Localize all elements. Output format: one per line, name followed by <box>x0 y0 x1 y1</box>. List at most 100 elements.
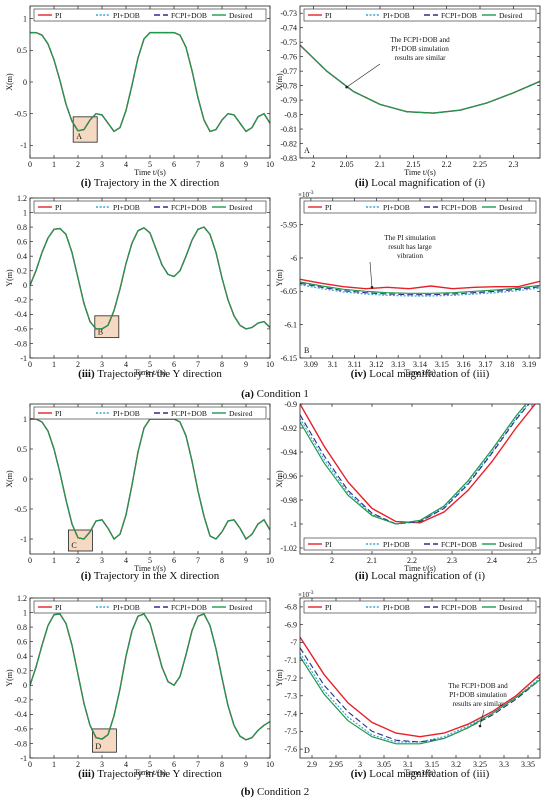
plot-frame <box>29 403 271 555</box>
x-tick-label: 1 <box>52 160 56 169</box>
legend-label: Desired <box>229 603 253 612</box>
y-tick-label: -7 <box>290 638 297 647</box>
legend-box <box>303 200 537 214</box>
legend-label: PI <box>55 409 62 418</box>
annotation-text: results are similar <box>452 700 504 708</box>
legend-box <box>33 200 267 214</box>
legend-label: FCPI+DOB <box>171 11 207 20</box>
x-tick-label: 9 <box>244 556 248 565</box>
series-group <box>30 226 270 330</box>
plot-frame <box>299 403 541 555</box>
annotation-text: vibration <box>397 252 423 260</box>
y-tick-label: -6.15 <box>280 354 297 363</box>
y-tick-label: -6.05 <box>280 287 297 296</box>
y-tick-label: -0.8 <box>284 110 297 119</box>
series-line-pi <box>30 226 270 330</box>
x-tick-label: 2.3 <box>508 160 518 169</box>
legend-label: FCPI+DOB <box>441 203 477 212</box>
plot-frame <box>299 197 541 359</box>
y-tick-label: -0.73 <box>280 9 297 18</box>
annotation-arrow <box>479 709 485 727</box>
x-tick-label: 2.1 <box>375 160 385 169</box>
caption-c1-iv: (iv) Local magnification of (iii) <box>350 368 490 380</box>
series-group <box>300 636 540 745</box>
y-tick-label: 0.4 <box>17 652 27 661</box>
legend-label: Desired <box>229 203 253 212</box>
x-tick-label: 4 <box>124 760 128 769</box>
legend-box <box>303 537 537 551</box>
x-tick-label: 2 <box>330 556 334 565</box>
plot-frame <box>299 5 541 159</box>
x-tick-label: 3.1 <box>403 760 413 769</box>
y-tick-label: -0.8 <box>14 339 27 348</box>
x-tick-label: 2.2 <box>442 160 452 169</box>
y-tick-label: -0.74 <box>280 24 297 33</box>
y-tick-label: -0.9 <box>284 400 297 409</box>
annotation-arrowhead <box>478 724 482 728</box>
x-tick-label: 3.16 <box>457 360 471 369</box>
legend-label: Desired <box>499 11 523 20</box>
chart-c2i: C 0 1 2 3 4 5 6 7 8 9 10 1 0.5 0 -0.5 -1 Time t/(s) X(m) PI… <box>5 403 274 573</box>
x-tick-label: 7 <box>196 360 200 369</box>
caption-c1-i: (i) Trajectory in the X direction <box>80 177 220 189</box>
legend-label: FCPI+DOB <box>171 203 207 212</box>
corner-label: A <box>304 146 310 155</box>
annotation-arrowhead <box>345 85 348 89</box>
x-tick-label: 3 <box>100 360 104 369</box>
annotation-text: The FCPI+DOB and <box>390 36 450 44</box>
series-group <box>300 404 537 525</box>
x-tick-label: 8 <box>220 556 224 565</box>
legend-label: PI+DOB <box>383 603 410 612</box>
caption-c2-ii: (ii) Local magnification of (i) <box>354 570 486 582</box>
y-tick-label: -0.6 <box>14 725 27 734</box>
x-tick-label: 2 <box>311 160 315 169</box>
x-tick-label: 3.17 <box>478 360 492 369</box>
x-tick-label: 10 <box>266 160 274 169</box>
legend-label: PI+DOB <box>383 11 410 20</box>
series-line-pi <box>30 613 270 741</box>
y-tick-label: -0.5 <box>14 109 27 118</box>
y-tick-label: -7.6 <box>284 745 297 754</box>
zoom-box-label-D: D <box>95 742 101 751</box>
x-tick-label: 3 <box>358 760 362 769</box>
x-tick-label: 7 <box>196 160 200 169</box>
series-line-desired <box>300 44 540 114</box>
corner-label: B <box>304 346 309 355</box>
y-tick-label: -0.83 <box>280 154 297 163</box>
legend-box <box>33 600 267 614</box>
y-tick-label: 0.2 <box>17 267 27 276</box>
x-axis-label: Time t/(s) <box>134 168 166 177</box>
annotation-arrowhead <box>370 286 374 289</box>
y-tick-label: -0.8 <box>14 739 27 748</box>
plot-frame <box>299 597 541 759</box>
legend-label: PI+DOB <box>113 11 140 20</box>
legend-label: PI <box>55 203 62 212</box>
zoom-box-label-C: C <box>71 541 76 550</box>
x-tick-label: 5 <box>148 160 152 169</box>
y-tick-label: -5.95 <box>280 220 297 229</box>
y-tick-label: 0.6 <box>17 637 27 646</box>
x-tick-label: 6 <box>172 360 176 369</box>
y-tick-label: 0.8 <box>17 623 27 632</box>
y-tick-label: -0.76 <box>280 52 297 61</box>
series-line-fcpi-dob <box>300 404 530 525</box>
legend-label: Desired <box>229 409 253 418</box>
x-tick-label: 2 <box>76 760 80 769</box>
x-tick-label: 5 <box>148 556 152 565</box>
legend-label: Desired <box>499 603 523 612</box>
y-tick-label: -1 <box>20 141 27 150</box>
y-tick-label: -1.02 <box>280 544 297 553</box>
y-tick-label: 0 <box>23 78 27 87</box>
y-tick-label: 0 <box>23 681 27 690</box>
legend-label: FCPI+DOB <box>441 603 477 612</box>
zoom-box-D <box>92 728 117 753</box>
x-axis-label: Time t/(s) <box>404 564 436 573</box>
legend-label: Desired <box>229 11 253 20</box>
legend-label: Desired <box>499 203 523 212</box>
legend-label: FCPI+DOB <box>171 409 207 418</box>
chart-c2iii: D 0 1 2 3 4 5 6 7 8 9 10 1.2 1 0.8 0.6 0.4 0.2 0 -0.2 -0.4 -0… <box>5 594 274 777</box>
legend-label: PI <box>325 11 332 20</box>
legend-label: Desired <box>499 540 523 549</box>
y-tick-label: 1 <box>23 608 27 617</box>
series-line-pi <box>30 418 270 541</box>
